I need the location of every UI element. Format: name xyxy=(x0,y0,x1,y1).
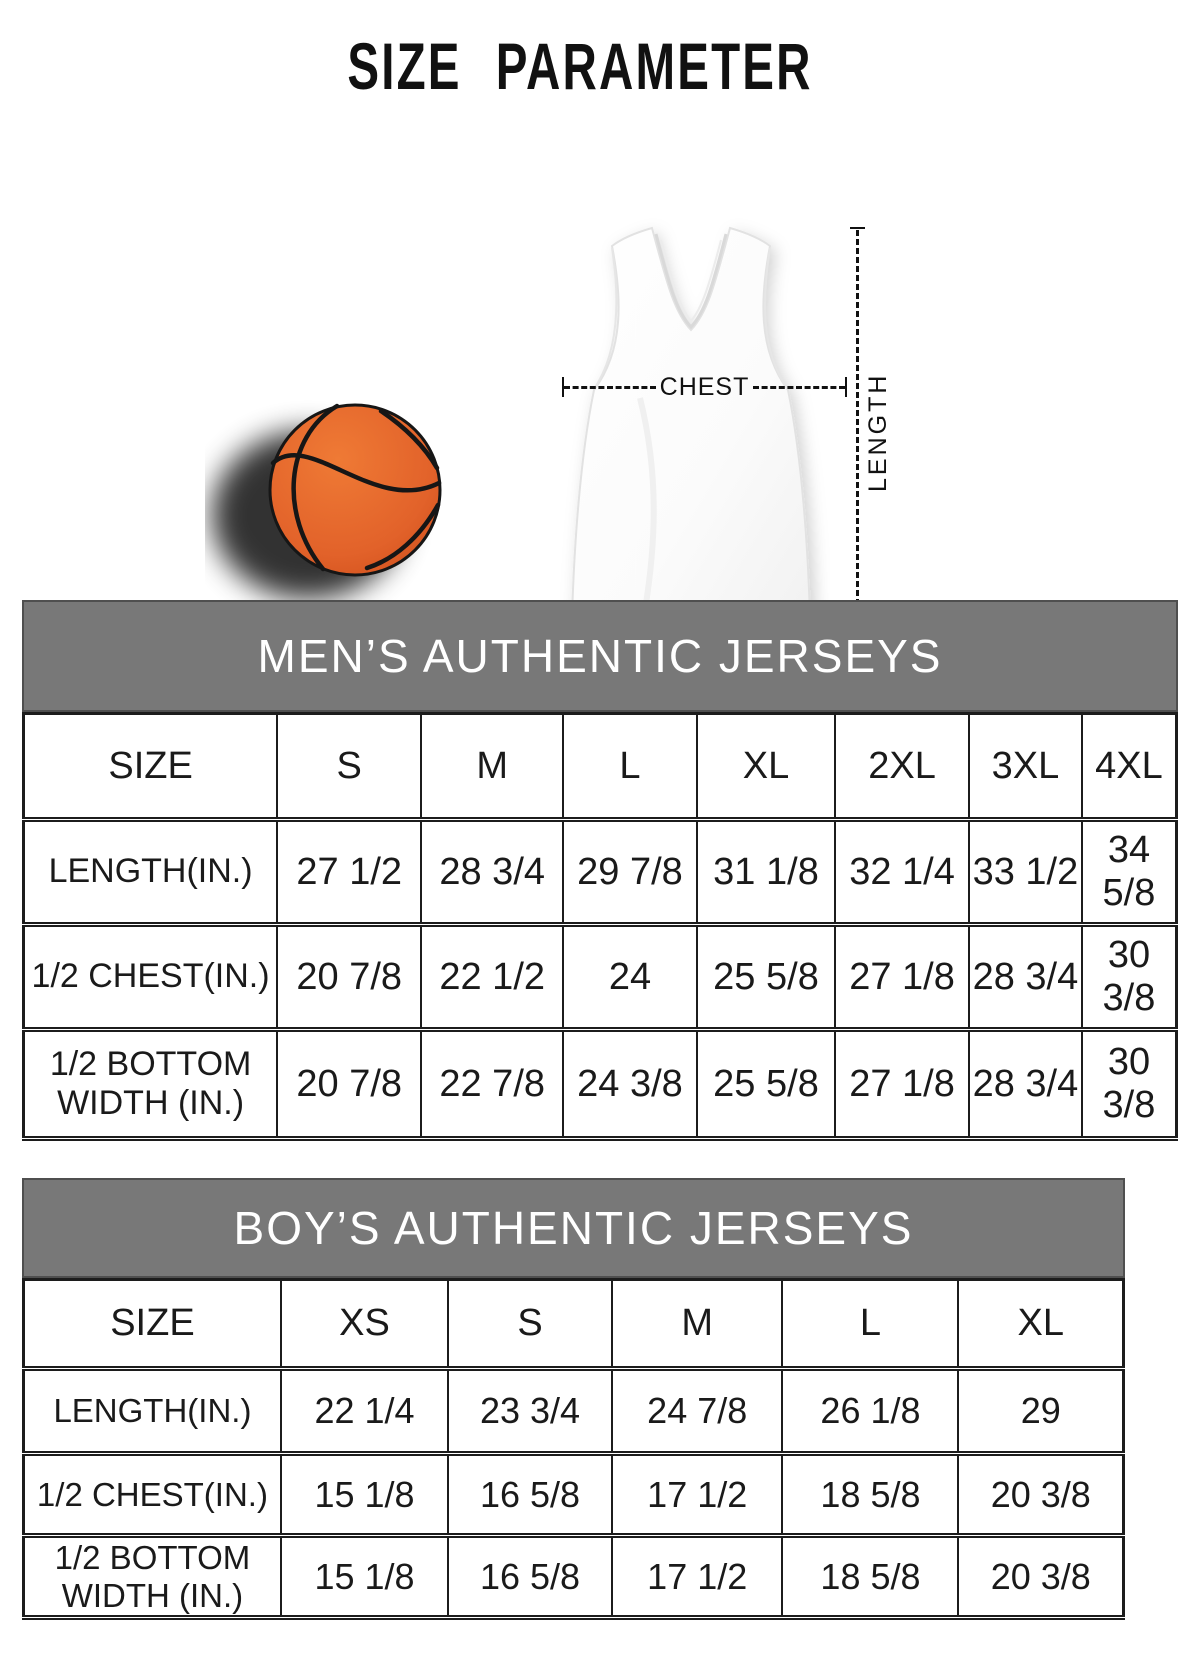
table-cell: 16 5/8 xyxy=(447,1451,613,1537)
column-header: M xyxy=(610,1278,784,1370)
mens-bottom-width-row: 1/2 BOTTOM WIDTH (IN.) 20 7/8 22 7/8 24 … xyxy=(22,1027,1178,1141)
table-cell: 34 5/8 xyxy=(1080,817,1178,926)
table-cell: 24 3/8 xyxy=(562,1027,698,1141)
column-header: S xyxy=(276,712,423,821)
table-cell: 20 3/8 xyxy=(957,1533,1125,1620)
boys-section-banner: BOY’S AUTHENTIC JERSEYS xyxy=(22,1178,1125,1278)
chest-label: CHEST xyxy=(659,372,750,401)
table-cell: 28 3/4 xyxy=(420,817,565,926)
table-cell: 29 7/8 xyxy=(562,817,698,926)
mens-size-table: SIZE S M L XL 2XL 3XL 4XL LENGTH(IN.) 27… xyxy=(22,712,1178,1141)
boys-size-table: SIZE XS S M L XL LENGTH(IN.) 22 1/4 23 3… xyxy=(22,1278,1125,1620)
table-cell: 27 1/8 xyxy=(834,922,970,1031)
table-cell: 24 xyxy=(562,922,698,1031)
table-cell: 27 1/8 xyxy=(834,1027,970,1141)
table-cell: 20 7/8 xyxy=(276,1027,423,1141)
table-cell: 18 5/8 xyxy=(781,1533,960,1620)
chest-tick-left xyxy=(562,377,564,397)
table-cell: 25 5/8 xyxy=(695,922,837,1031)
boys-length-row: LENGTH(IN.) 22 1/4 23 3/4 24 7/8 26 1/8 … xyxy=(22,1366,1125,1455)
row-label: LENGTH(IN.) xyxy=(22,1366,282,1455)
column-header: XL xyxy=(957,1278,1125,1370)
table-cell: 22 1/2 xyxy=(420,922,565,1031)
boys-section-title: BOY’S AUTHENTIC JERSEYS xyxy=(233,1202,914,1254)
table-cell: 29 xyxy=(957,1366,1125,1455)
table-cell: 15 1/8 xyxy=(279,1451,450,1537)
mens-chest-row: 1/2 CHEST(IN.) 20 7/8 22 1/2 24 25 5/8 2… xyxy=(22,922,1178,1031)
column-header: L xyxy=(562,712,698,821)
table-cell: 15 1/8 xyxy=(279,1533,450,1620)
column-header: 3XL xyxy=(967,712,1083,821)
column-header: S xyxy=(447,1278,613,1370)
page-title: SIZE PARAMETER xyxy=(347,29,813,103)
table-cell: 31 1/8 xyxy=(695,817,837,926)
table-cell: 22 7/8 xyxy=(420,1027,565,1141)
column-header: SIZE xyxy=(22,1278,282,1370)
row-label: 1/2 BOTTOM WIDTH (IN.) xyxy=(22,1027,279,1141)
row-label: 1/2 CHEST(IN.) xyxy=(22,922,279,1031)
boys-chest-row: 1/2 CHEST(IN.) 15 1/8 16 5/8 17 1/2 18 5… xyxy=(22,1451,1125,1537)
table-cell: 20 3/8 xyxy=(957,1451,1125,1537)
table-cell: 24 7/8 xyxy=(610,1366,784,1455)
chest-dash-right xyxy=(753,385,846,389)
row-label: LENGTH(IN.) xyxy=(22,817,279,926)
length-tick-top xyxy=(850,227,865,229)
table-cell: 30 3/8 xyxy=(1080,922,1178,1031)
mens-section-banner: MEN’S AUTHENTIC JERSEYS xyxy=(22,600,1178,712)
column-header: 2XL xyxy=(834,712,970,821)
length-label: LENGTH xyxy=(864,372,892,492)
column-header: L xyxy=(781,1278,960,1370)
jersey-icon xyxy=(570,226,812,635)
measurement-diagram: CHEST LENGTH xyxy=(0,100,1200,635)
boys-bottom-width-row: 1/2 BOTTOM WIDTH (IN.) 15 1/8 16 5/8 17 … xyxy=(22,1533,1125,1620)
table-cell: 23 3/4 xyxy=(447,1366,613,1455)
chest-tick-right xyxy=(845,377,848,397)
chest-measure-line: CHEST xyxy=(562,373,848,401)
table-cell: 28 3/4 xyxy=(967,1027,1083,1141)
column-header: SIZE xyxy=(22,712,279,821)
chest-dash-left xyxy=(564,385,656,389)
table-cell: 30 3/8 xyxy=(1080,1027,1178,1141)
boys-header-row: SIZE XS S M L XL xyxy=(22,1278,1125,1370)
mens-length-row: LENGTH(IN.) 27 1/2 28 3/4 29 7/8 31 1/8 … xyxy=(22,817,1178,926)
column-header: M xyxy=(420,712,565,821)
table-cell: 17 1/2 xyxy=(610,1533,784,1620)
table-cell: 18 5/8 xyxy=(781,1451,960,1537)
row-label: 1/2 CHEST(IN.) xyxy=(22,1451,282,1537)
table-cell: 16 5/8 xyxy=(447,1533,613,1620)
table-cell: 22 1/4 xyxy=(279,1366,450,1455)
table-cell: 32 1/4 xyxy=(834,817,970,926)
table-cell: 17 1/2 xyxy=(610,1451,784,1537)
table-cell: 25 5/8 xyxy=(695,1027,837,1141)
row-label: 1/2 BOTTOM WIDTH (IN.) xyxy=(22,1533,282,1620)
table-cell: 33 1/2 xyxy=(967,817,1083,926)
mens-section-title: MEN’S AUTHENTIC JERSEYS xyxy=(257,630,943,682)
table-cell: 28 3/4 xyxy=(967,922,1083,1031)
table-cell: 20 7/8 xyxy=(276,922,423,1031)
column-header: XL xyxy=(695,712,837,821)
length-measure-line xyxy=(856,230,859,614)
table-cell: 27 1/2 xyxy=(276,817,423,926)
column-header: 4XL xyxy=(1080,712,1178,821)
mens-header-row: SIZE S M L XL 2XL 3XL 4XL xyxy=(22,712,1178,821)
table-cell: 26 1/8 xyxy=(781,1366,960,1455)
basketball-icon xyxy=(212,403,442,599)
column-header: XS xyxy=(279,1278,450,1370)
